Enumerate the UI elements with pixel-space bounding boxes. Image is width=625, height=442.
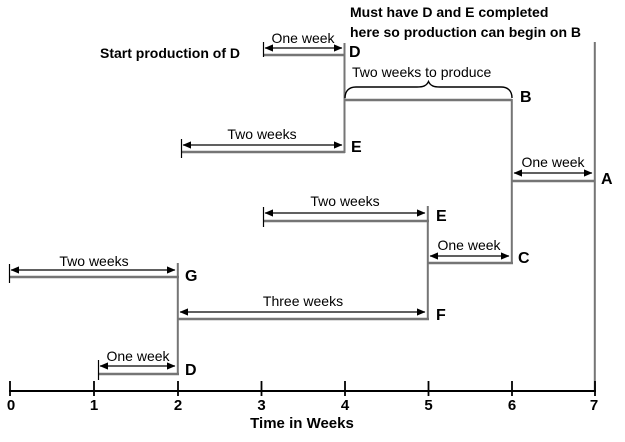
- task-letter-a: A: [601, 171, 613, 188]
- duration-label-c: One week: [437, 237, 501, 253]
- tick-label-4: 4: [340, 397, 350, 414]
- task-letter-c: C: [518, 250, 530, 267]
- duration-label-e-top: Two weeks: [227, 126, 297, 142]
- duration-label-d-top: One week: [271, 30, 335, 46]
- must-note: Must have D and E completed here so prod…: [350, 2, 581, 42]
- time-axis: [9, 381, 596, 396]
- tick-label-1: 1: [89, 397, 99, 414]
- task-letter-d-bottom: D: [185, 362, 197, 379]
- task-letter-d-top: D: [349, 44, 361, 61]
- arrow-end-ticks: [8, 42, 265, 380]
- task-bars: [9, 53, 595, 376]
- duration-label-g: Two weeks: [59, 253, 129, 269]
- start-production-note: Start production of D: [100, 45, 240, 61]
- tick-label-6: 6: [507, 397, 517, 414]
- task-letter-g: G: [185, 268, 198, 285]
- task-letter-e-mid: E: [436, 208, 447, 225]
- task-letter-b: B: [520, 89, 532, 106]
- task-letter-f: F: [436, 307, 446, 324]
- duration-label-b: Two weeks to produce: [352, 64, 492, 80]
- duration-label-a: One week: [521, 154, 585, 170]
- duration-label-d-bottom: One week: [106, 348, 170, 364]
- tick-label-5: 5: [424, 397, 433, 414]
- must-note-line2: here so production can begin on B: [350, 24, 582, 40]
- tick-label-7: 7: [589, 397, 599, 414]
- axis-title: Time in Weeks: [250, 415, 354, 432]
- tick-label-2: 2: [173, 397, 183, 414]
- connector-lines: [176, 42, 596, 391]
- task-letter-e-top: E: [351, 139, 362, 156]
- must-note-line1: Must have D and E completed: [350, 4, 549, 20]
- duration-label-f: Three weeks: [262, 293, 344, 309]
- tick-label-3: 3: [257, 397, 266, 414]
- duration-label-e-mid: Two weeks: [310, 193, 380, 209]
- curly-brace: [344, 79, 513, 99]
- duration-arrows: [10, 44, 593, 370]
- tick-label-0: 0: [6, 397, 16, 414]
